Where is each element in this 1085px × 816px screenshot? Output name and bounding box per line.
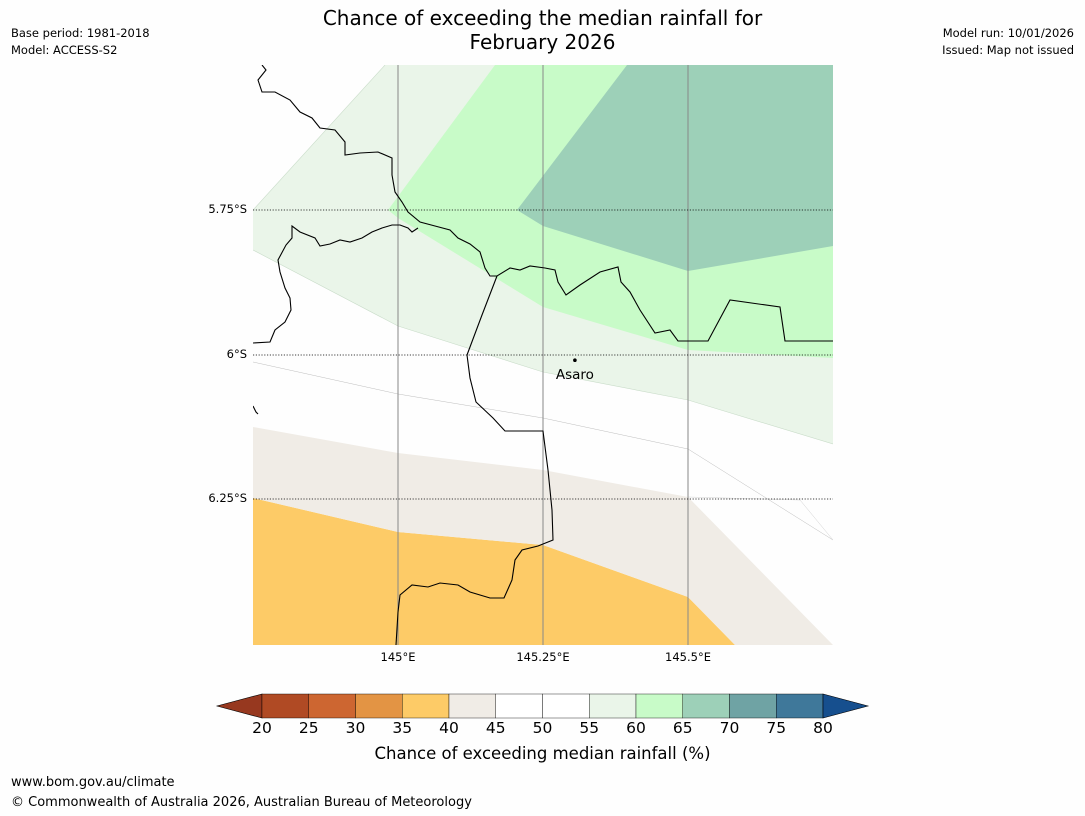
- lat-label-6-25: 6.25°S: [208, 491, 247, 505]
- colorbar-swatch-20-25: [261, 693, 309, 719]
- issued-status: Issued: Map not issued: [942, 43, 1074, 57]
- title-line-2: February 2026: [469, 30, 616, 54]
- colorbar-tick-label: 70: [719, 719, 740, 737]
- header-left-meta: Base period: 1981-2018 Model: ACCESS-S2: [11, 25, 150, 59]
- colorbar-swatch-35-40: [402, 693, 450, 719]
- lon-label-145-5: 145.5°E: [665, 650, 711, 664]
- model-run: Model run: 10/01/2026: [942, 26, 1074, 40]
- header-right-meta: Model run: 10/01/2026 Issued: Map not is…: [942, 25, 1074, 59]
- map-title: Chance of exceeding the median rainfall …: [0, 6, 1085, 54]
- contour-line: [687, 496, 833, 541]
- lon-label-145-25: 145.25°E: [516, 650, 570, 664]
- province-boundary-central: [395, 275, 554, 645]
- base-period: Base period: 1981-2018: [11, 26, 150, 40]
- footer-copyright: © Commonwealth of Australia 2026, Austra…: [11, 795, 472, 810]
- colorbar-tick-label: 30: [345, 719, 366, 737]
- colorbar-tick-label: 20: [252, 719, 272, 737]
- footer-url: www.bom.gov.au/climate: [11, 775, 175, 790]
- colorbar-swatch-75-80: [776, 693, 824, 719]
- colorbar-extend-below: [215, 693, 263, 719]
- place-marker-dot: [573, 358, 577, 363]
- colorbar-swatch-65-70: [682, 693, 730, 719]
- colorbar-swatch-70-75: [729, 693, 777, 719]
- zone-35-40: [253, 498, 735, 645]
- colorbar-tick-label: 80: [813, 719, 833, 737]
- colorbar-tick-label: 65: [672, 719, 693, 737]
- lat-label-5-75: 5.75°S: [208, 202, 247, 216]
- colorbar-tick-label: 55: [579, 719, 600, 737]
- province-boundary-north: [257, 65, 833, 342]
- colorbar-swatch-45-50: [495, 693, 543, 719]
- map-layers: [253, 65, 833, 645]
- model-name: Model: ACCESS-S2: [11, 43, 118, 57]
- province-boundary-west: [253, 224, 419, 344]
- colorbar-tick-label: 50: [532, 719, 553, 737]
- colorbar-extend-above: [822, 693, 870, 719]
- colorbar-tick-label: 45: [485, 719, 506, 737]
- lat-label-6: 6°S: [226, 347, 247, 361]
- title-line-1: Chance of exceeding the median rainfall …: [322, 6, 763, 30]
- colorbar-swatch-50-55: [542, 693, 590, 719]
- colorbar-swatch-60-65: [635, 693, 683, 719]
- colorbar-tick-label: 40: [439, 719, 459, 737]
- colorbar-tick-label: 25: [298, 719, 319, 737]
- colorbar-tick-label: 60: [626, 719, 646, 737]
- colorbar-swatch-40-45: [448, 693, 496, 719]
- colorbar-tick-label: 35: [392, 719, 413, 737]
- lon-label-145: 145°E: [380, 650, 416, 664]
- colorbar-tick-label: 75: [766, 719, 787, 737]
- province-boundary-fragment: [253, 405, 259, 415]
- place-label-asaro: Asaro: [556, 367, 594, 383]
- colorbar-swatch-30-35: [355, 693, 403, 719]
- zone-edge: [253, 65, 386, 211]
- colorbar-label: Chance of exceeding median rainfall (%): [374, 744, 711, 763]
- colorbar-swatch-55-60: [589, 693, 637, 719]
- zone-65-70: [517, 65, 833, 271]
- colorbar-swatch-25-30: [308, 693, 356, 719]
